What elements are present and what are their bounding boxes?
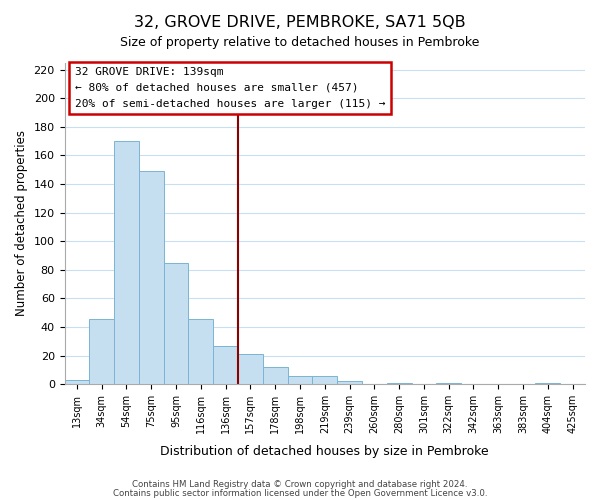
Bar [436, 383, 461, 384]
Bar [387, 383, 412, 384]
Text: Size of property relative to detached houses in Pembroke: Size of property relative to detached ho… [121, 36, 479, 49]
Bar [313, 376, 337, 384]
Bar [263, 367, 287, 384]
Y-axis label: Number of detached properties: Number of detached properties [15, 130, 28, 316]
Bar [89, 318, 114, 384]
Text: 32, GROVE DRIVE, PEMBROKE, SA71 5QB: 32, GROVE DRIVE, PEMBROKE, SA71 5QB [134, 15, 466, 30]
Bar [139, 171, 164, 384]
Bar [188, 318, 213, 384]
Bar [535, 383, 560, 384]
Text: 32 GROVE DRIVE: 139sqm
← 80% of detached houses are smaller (457)
20% of semi-de: 32 GROVE DRIVE: 139sqm ← 80% of detached… [75, 68, 385, 108]
Bar [337, 382, 362, 384]
Bar [213, 346, 238, 385]
Text: Contains public sector information licensed under the Open Government Licence v3: Contains public sector information licen… [113, 488, 487, 498]
Bar [164, 262, 188, 384]
Bar [114, 141, 139, 384]
Bar [238, 354, 263, 384]
Bar [65, 380, 89, 384]
Text: Contains HM Land Registry data © Crown copyright and database right 2024.: Contains HM Land Registry data © Crown c… [132, 480, 468, 489]
Bar [287, 376, 313, 384]
X-axis label: Distribution of detached houses by size in Pembroke: Distribution of detached houses by size … [160, 444, 489, 458]
